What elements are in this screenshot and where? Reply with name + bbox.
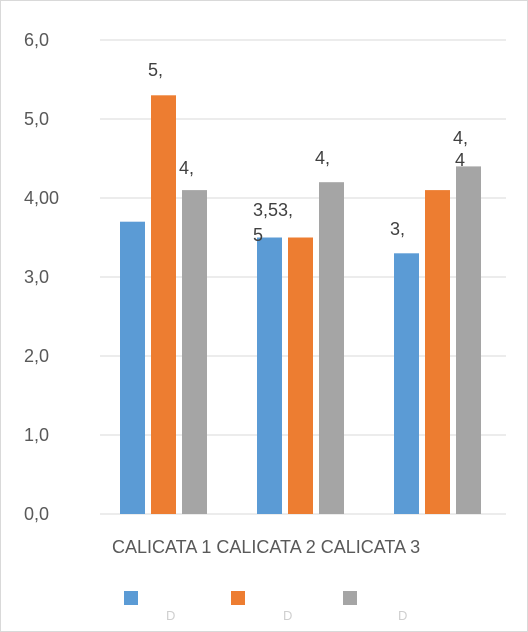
- bar-series-1-calicata-3: [394, 253, 419, 515]
- bar-series-2-calicata-1: [151, 95, 176, 515]
- data-label-s3-c1: 4,: [179, 158, 194, 178]
- bar-series-2-calicata-2: [288, 237, 313, 514]
- data-label-s3-c2: 4,: [315, 148, 330, 168]
- data-label-s3-c3: 4,: [453, 128, 468, 148]
- legend-swatch-series-3: [343, 591, 357, 605]
- data-label-s1-c3: 3,: [390, 219, 405, 239]
- y-tick-label: 6,0: [24, 30, 49, 50]
- data-label-fragment: 5: [253, 225, 263, 245]
- data-label-s1-c2: 3,53,: [253, 200, 293, 220]
- data-label-fragment: 4: [455, 150, 465, 170]
- legend-fragment-1: D: [166, 608, 176, 623]
- y-axis-ticks: 0,0 1,0 2,0 3,0 4,00 5,0 6,0: [24, 30, 59, 524]
- bar-series-3-calicata-2: [319, 182, 344, 514]
- y-tick-label: 4,00: [24, 188, 59, 208]
- bar-series-1-calicata-1: [120, 221, 145, 514]
- data-labels: 5,4,3,53,54,3,4,4: [148, 60, 468, 245]
- y-tick-label: 0,0: [24, 504, 49, 524]
- category-axis-labels: CALICATA 1 CALICATA 2 CALICATA 3: [112, 537, 421, 557]
- y-tick-label: 3,0: [24, 267, 49, 287]
- legend-swatch-series-1: [124, 591, 138, 605]
- y-tick-label: 1,0: [24, 425, 49, 445]
- legend-swatch-series-2: [231, 591, 245, 605]
- bar-series-2-calicata-3: [425, 190, 450, 514]
- bars: [120, 95, 481, 515]
- y-tick-label: 5,0: [24, 109, 49, 129]
- legend-fragment-2: D: [283, 608, 293, 623]
- bar-series-1-calicata-2: [257, 237, 282, 514]
- bar-series-3-calicata-3: [456, 166, 481, 514]
- data-label-s2-c1: 5,: [148, 60, 163, 80]
- bar-series-3-calicata-1: [182, 190, 207, 514]
- y-tick-label: 2,0: [24, 346, 49, 366]
- legend-fragment-3: D: [398, 608, 408, 623]
